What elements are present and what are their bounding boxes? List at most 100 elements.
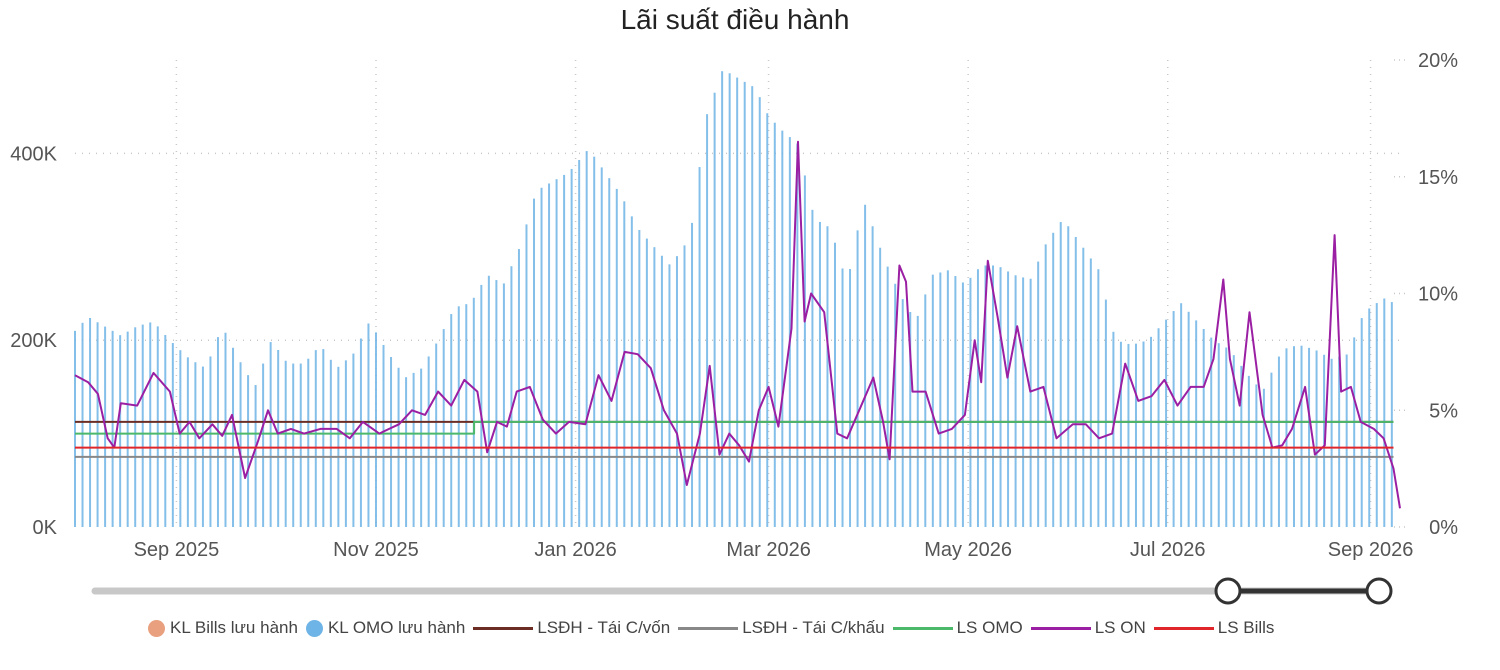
omo-bar xyxy=(495,280,498,527)
omo-bar xyxy=(660,255,663,527)
slider-end-handle[interactable] xyxy=(1365,577,1393,605)
omo-bar xyxy=(390,357,393,527)
omo-bar xyxy=(1089,258,1092,527)
omo-bar xyxy=(1240,365,1243,527)
omo-bar xyxy=(1007,271,1010,527)
omo-bar xyxy=(1353,337,1356,527)
legend-item[interactable]: KL Bills lưu hành xyxy=(148,618,298,638)
omo-bar xyxy=(1119,341,1122,527)
omo-bar xyxy=(299,363,302,527)
omo-bar xyxy=(849,269,852,527)
omo-bar xyxy=(706,114,709,527)
omo-bar xyxy=(555,179,558,527)
omo-bar xyxy=(179,350,182,527)
legend-label: LS OMO xyxy=(956,618,1023,637)
omo-bar xyxy=(766,113,769,527)
line-ls-on xyxy=(74,140,1401,509)
omo-bar xyxy=(796,143,799,527)
omo-bar xyxy=(307,358,310,527)
omo-bar xyxy=(864,204,867,527)
omo-bar xyxy=(374,332,377,527)
omo-bar xyxy=(615,188,618,527)
omo-bar xyxy=(442,329,445,527)
omo-bar xyxy=(713,92,716,527)
omo-bar xyxy=(728,73,731,527)
omo-bar xyxy=(1157,328,1160,527)
legend-label: LSĐH - Tái C/khấu xyxy=(742,618,885,637)
omo-bar xyxy=(1308,347,1311,527)
omo-bar xyxy=(480,284,483,527)
omo-bar xyxy=(946,270,949,527)
omo-bar xyxy=(149,322,152,527)
legend-line-icon xyxy=(1153,626,1214,630)
omo-bar xyxy=(788,137,791,527)
omo-bar xyxy=(645,238,648,527)
omo-bar xyxy=(841,268,844,527)
omo-bar xyxy=(1022,277,1025,527)
omo-bar xyxy=(954,276,957,527)
omo-bar xyxy=(1104,299,1107,527)
omo-bar xyxy=(96,322,99,527)
omo-bar xyxy=(126,331,129,527)
y-right-tick-label: 0% xyxy=(1429,517,1458,539)
chart-plot-area: 0K 200K 400K 0% 5% 10% 15% 20% Sep 2025 Nov 2025 J… xyxy=(10,50,1458,561)
omo-bar xyxy=(277,350,280,527)
omo-bar xyxy=(119,335,122,527)
omo-bar xyxy=(683,245,686,528)
omo-bar xyxy=(284,360,287,527)
omo-bar xyxy=(1232,355,1235,527)
slider-start-handle[interactable] xyxy=(1214,577,1242,605)
gridlines xyxy=(75,59,1406,528)
omo-bar xyxy=(382,344,385,527)
legend-label: LS Bills xyxy=(1217,618,1275,637)
legend-line-icon xyxy=(473,626,534,630)
omo-bar xyxy=(247,375,250,527)
legend-item[interactable]: LS Bills xyxy=(1153,618,1275,638)
omo-bar xyxy=(1014,275,1017,527)
omo-bar xyxy=(1247,375,1250,527)
omo-bar xyxy=(111,330,114,527)
legend-item[interactable]: KL OMO lưu hành xyxy=(305,618,466,638)
omo-bar xyxy=(1127,343,1130,527)
omo-bar xyxy=(623,201,626,527)
omo-bar xyxy=(879,247,882,527)
omo-bar xyxy=(743,81,746,528)
omo-bar xyxy=(1097,269,1100,527)
omo-bar xyxy=(186,357,189,527)
omo-bar xyxy=(465,304,468,527)
y-left-tick-label: 200K xyxy=(10,330,57,352)
x-tick-label: May 2026 xyxy=(924,539,1012,561)
legend-item[interactable]: LSĐH - Tái C/vốn xyxy=(473,618,670,638)
legend-label: KL OMO lưu hành xyxy=(327,618,466,637)
omo-bar xyxy=(570,168,573,527)
omo-bar xyxy=(563,174,566,527)
x-tick-label: Jul 2026 xyxy=(1130,539,1206,561)
omo-bar xyxy=(1217,343,1220,527)
omo-bar xyxy=(1134,343,1137,527)
omo-bar xyxy=(74,330,76,527)
legend-item[interactable]: LS OMO xyxy=(892,618,1023,638)
legend-item[interactable]: LS ON xyxy=(1030,618,1146,638)
omo-bar xyxy=(1383,298,1386,527)
date-range-slider[interactable] xyxy=(0,570,1500,614)
omo-bar xyxy=(171,343,174,527)
omo-bar xyxy=(134,327,137,527)
legend-item[interactable]: LSĐH - Tái C/khấu xyxy=(678,618,885,638)
omo-bar xyxy=(232,347,235,527)
omo-bar xyxy=(675,256,678,527)
omo-bar xyxy=(1293,346,1295,527)
omo-bar xyxy=(533,198,536,528)
omo-bar xyxy=(194,362,197,527)
omo-bar xyxy=(1375,303,1378,527)
x-tick-label: Sep 2025 xyxy=(134,539,220,561)
legend-line-icon xyxy=(892,626,953,630)
omo-bar xyxy=(1074,236,1077,528)
omo-bar xyxy=(1082,247,1085,527)
omo-bar xyxy=(1180,303,1183,527)
omo-bar xyxy=(638,229,641,527)
omo-bar xyxy=(427,356,430,527)
omo-bar xyxy=(435,343,438,527)
y-left-tick-label: 0K xyxy=(33,517,58,539)
omo-bar xyxy=(314,350,317,527)
omo-bar xyxy=(1029,278,1032,527)
